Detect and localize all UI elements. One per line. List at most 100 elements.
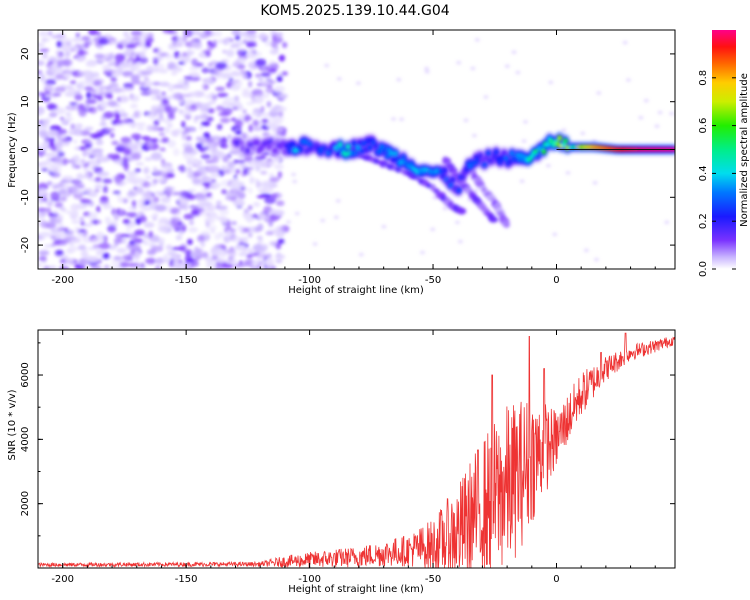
noise-blob <box>274 128 285 132</box>
signal-blob <box>337 141 343 148</box>
noise-blob <box>164 186 173 194</box>
noise-blob <box>545 163 551 168</box>
noise-blob <box>255 164 261 172</box>
noise-blob <box>138 40 145 48</box>
noise-blob <box>114 109 120 114</box>
noise-blob <box>232 187 238 196</box>
signal-blob <box>545 142 551 148</box>
noise-blob <box>242 249 249 253</box>
signal-blob <box>254 139 260 146</box>
signal-blob <box>343 151 349 158</box>
spectrogram-y-label: Frequency (Hz) <box>7 112 18 188</box>
noise-blob <box>276 75 283 83</box>
noise-blob <box>230 84 241 91</box>
noise-blob <box>294 211 300 216</box>
noise-blob <box>171 40 176 46</box>
y-tick-label: 20 <box>20 48 31 61</box>
noise-blob <box>252 126 263 131</box>
noise-blob <box>247 248 253 253</box>
spectrogram-y-axis: -20 -10 0 10 20 <box>20 29 675 270</box>
noise-blob <box>158 132 166 137</box>
noise-blob <box>76 204 88 209</box>
noise-blob <box>145 32 154 38</box>
noise-blob <box>60 196 67 202</box>
noise-blob <box>222 49 227 54</box>
noise-blob <box>592 181 598 185</box>
noise-blob <box>138 211 145 216</box>
snr-plot-area <box>38 330 675 568</box>
y-tick-label: 0 <box>20 146 31 152</box>
noise-blob <box>207 63 214 67</box>
noise-blob <box>192 178 202 185</box>
signal-blob <box>471 160 478 166</box>
noise-blob <box>223 235 231 243</box>
noise-blob <box>220 138 227 143</box>
signal-blob <box>272 147 278 154</box>
noise-blob <box>89 133 99 138</box>
noise-blob <box>79 216 85 222</box>
noise-blob <box>165 109 177 114</box>
noise-blob <box>277 194 282 199</box>
noise-blob <box>38 60 45 66</box>
noise-blob <box>333 215 339 220</box>
noise-blob <box>127 122 133 127</box>
noise-blob <box>126 226 131 233</box>
noise-blob <box>625 78 631 82</box>
noise-blob <box>148 111 156 115</box>
noise-blob <box>85 61 97 67</box>
noise-blob <box>221 189 227 195</box>
noise-blob <box>146 141 153 148</box>
noise-blob <box>123 198 128 204</box>
noise-blob <box>179 93 192 98</box>
noise-blob <box>166 95 173 100</box>
noise-blob <box>65 111 72 118</box>
y-tick-label: 10 <box>20 95 31 108</box>
noise-blob <box>320 218 326 223</box>
noise-blob <box>183 109 192 117</box>
noise-blob <box>270 107 278 114</box>
noise-blob <box>95 139 104 146</box>
noise-blob <box>102 252 110 260</box>
signal-blob <box>377 148 383 155</box>
noise-blob <box>216 92 229 98</box>
noise-blob <box>38 212 43 217</box>
noise-blob <box>212 182 218 186</box>
noise-blob <box>119 261 130 268</box>
signal-blob <box>286 148 292 154</box>
noise-blob <box>275 242 282 250</box>
noise-blob <box>266 101 272 108</box>
noise-blob <box>81 191 90 195</box>
noise-blob <box>201 251 209 259</box>
noise-blob <box>234 168 241 174</box>
noise-blob <box>205 261 216 269</box>
signal-blob <box>440 173 446 179</box>
signal-blob <box>408 161 414 167</box>
noise-blob <box>206 216 213 223</box>
noise-blob <box>230 80 235 84</box>
signal-blob <box>442 167 448 174</box>
noise-blob <box>97 95 102 101</box>
noise-blob <box>138 178 145 185</box>
noise-blob <box>238 252 247 257</box>
noise-blob <box>186 158 192 166</box>
noise-blob <box>261 118 269 124</box>
noise-blob <box>51 62 59 68</box>
noise-blob <box>78 232 84 237</box>
noise-blob <box>258 252 267 259</box>
noise-blob <box>198 125 204 130</box>
noise-blob <box>43 123 48 130</box>
noise-blob <box>565 171 571 175</box>
signal-blob <box>351 140 357 147</box>
signal-blob <box>479 157 485 163</box>
noise-blob <box>163 253 169 260</box>
noise-blob <box>219 244 226 249</box>
noise-blob <box>269 176 280 183</box>
noise-blob <box>471 133 477 138</box>
noise-blob <box>265 87 274 94</box>
noise-blob <box>156 118 166 122</box>
noise-blob <box>454 220 460 225</box>
noise-blob <box>355 81 361 85</box>
noise-blob <box>243 116 253 120</box>
noise-blob <box>50 236 57 240</box>
noise-blob <box>108 54 114 61</box>
